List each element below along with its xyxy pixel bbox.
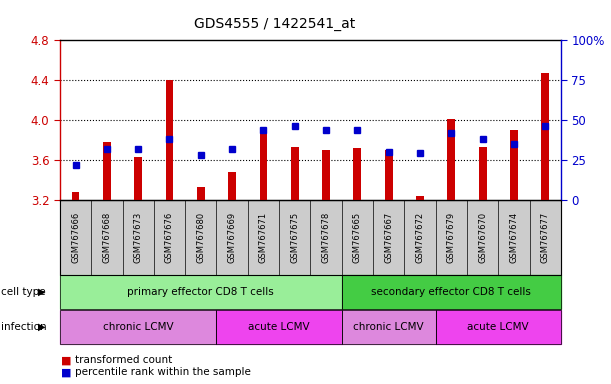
Text: ■: ■: [61, 367, 71, 377]
Text: GSM767673: GSM767673: [134, 212, 142, 263]
Text: GSM767670: GSM767670: [478, 212, 487, 263]
Text: GSM767672: GSM767672: [415, 212, 425, 263]
Text: cell type: cell type: [1, 287, 45, 297]
Text: chronic LCMV: chronic LCMV: [353, 322, 424, 332]
Text: ■: ■: [61, 355, 71, 365]
Text: GSM767677: GSM767677: [541, 212, 550, 263]
Text: chronic LCMV: chronic LCMV: [103, 322, 174, 332]
Text: primary effector CD8 T cells: primary effector CD8 T cells: [128, 287, 274, 297]
Bar: [291, 147, 299, 200]
Text: percentile rank within the sample: percentile rank within the sample: [75, 367, 251, 377]
Text: infection: infection: [1, 322, 46, 332]
Text: GSM767674: GSM767674: [510, 212, 518, 263]
Bar: [385, 150, 393, 200]
Text: GSM767665: GSM767665: [353, 212, 362, 263]
Text: GSM767680: GSM767680: [196, 212, 205, 263]
Text: ▶: ▶: [38, 287, 45, 297]
Bar: [447, 119, 455, 200]
Bar: [260, 130, 268, 200]
Bar: [322, 150, 330, 200]
Text: GSM767666: GSM767666: [71, 212, 80, 263]
Bar: [134, 157, 142, 200]
Text: acute LCMV: acute LCMV: [467, 322, 529, 332]
Text: GDS4555 / 1422541_at: GDS4555 / 1422541_at: [194, 17, 356, 31]
Text: transformed count: transformed count: [75, 355, 172, 365]
Bar: [541, 73, 549, 200]
Text: GSM767667: GSM767667: [384, 212, 393, 263]
Bar: [416, 196, 424, 200]
Bar: [228, 172, 236, 200]
Text: secondary effector CD8 T cells: secondary effector CD8 T cells: [371, 287, 531, 297]
Bar: [478, 147, 486, 200]
Text: acute LCMV: acute LCMV: [248, 322, 310, 332]
Text: GSM767671: GSM767671: [259, 212, 268, 263]
Bar: [510, 130, 518, 200]
Bar: [71, 192, 79, 200]
Text: ▶: ▶: [38, 322, 45, 332]
Text: GSM767669: GSM767669: [228, 212, 236, 263]
Bar: [353, 148, 361, 200]
Text: GSM767679: GSM767679: [447, 212, 456, 263]
Bar: [197, 187, 205, 200]
Bar: [103, 142, 111, 200]
Text: GSM767668: GSM767668: [103, 212, 111, 263]
Text: GSM767678: GSM767678: [321, 212, 331, 263]
Text: GSM767676: GSM767676: [165, 212, 174, 263]
Bar: [166, 80, 174, 200]
Text: GSM767675: GSM767675: [290, 212, 299, 263]
